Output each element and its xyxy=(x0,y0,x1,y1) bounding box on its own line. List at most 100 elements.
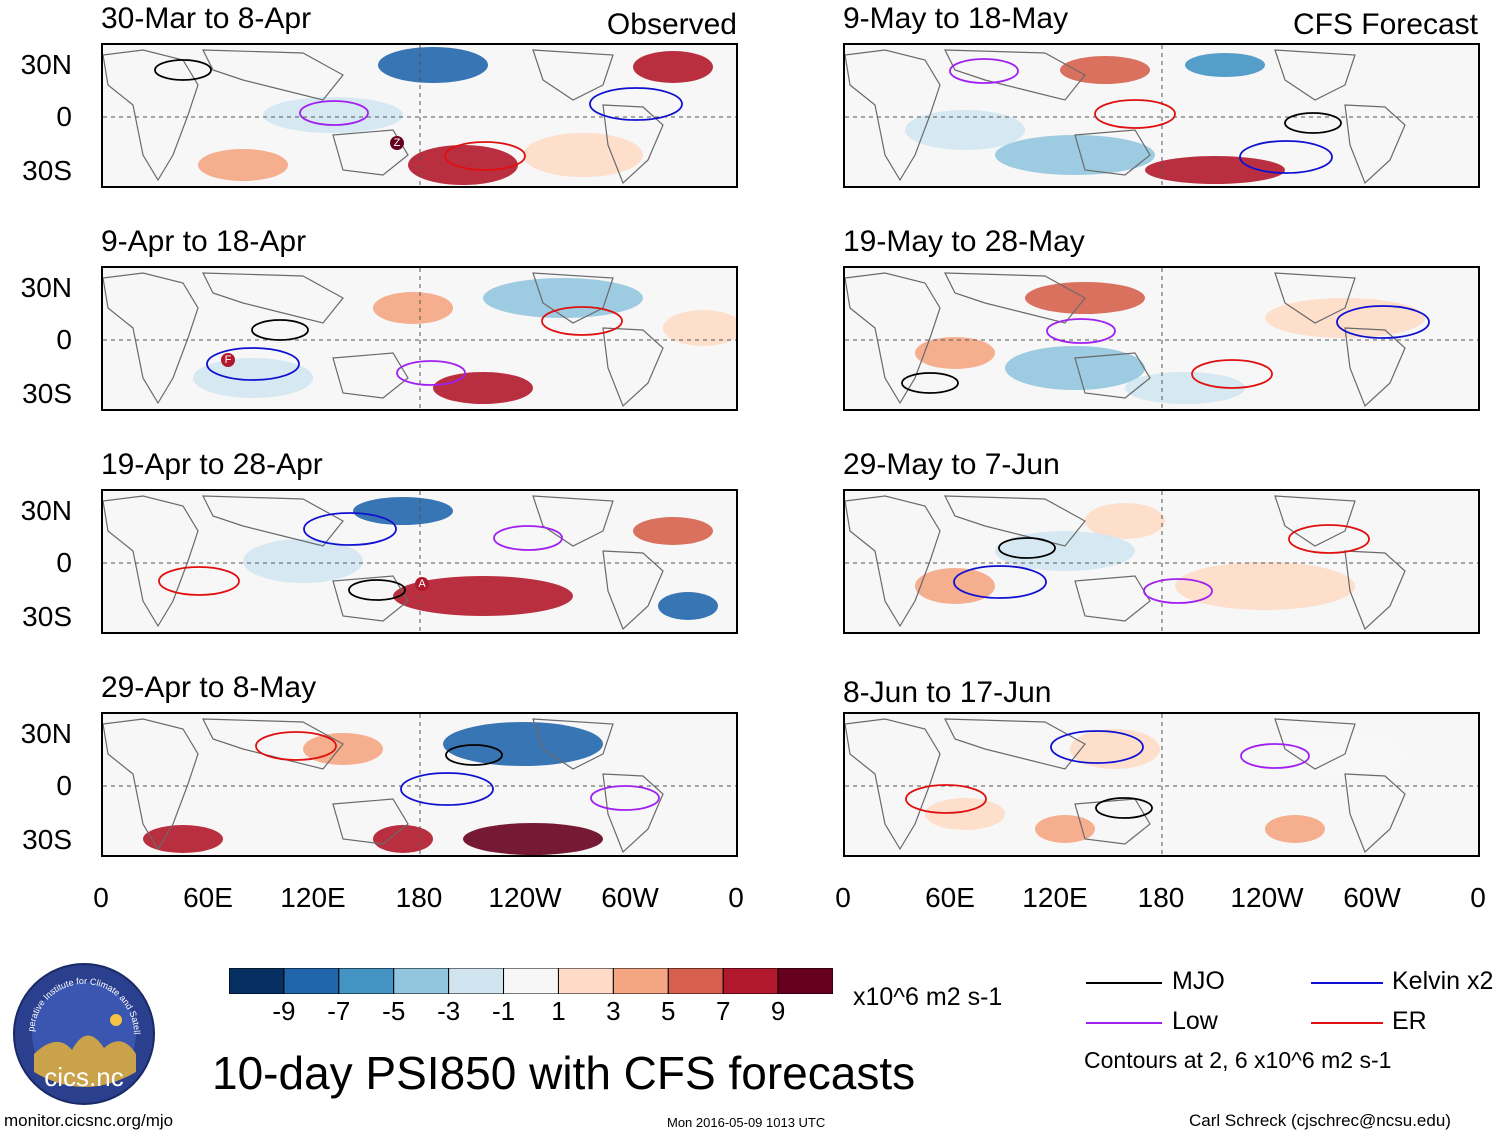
coastline xyxy=(944,718,1086,770)
lon-label-120e: 120E xyxy=(280,882,346,913)
anomaly-shading xyxy=(198,149,288,181)
panel-title-observed-4: 29-Apr to 8-May xyxy=(101,671,317,704)
contour xyxy=(444,141,526,171)
legend-label-er: ER xyxy=(1392,1007,1427,1035)
contour xyxy=(251,319,309,341)
contour xyxy=(589,87,683,121)
lon-label-120e: 120E xyxy=(1022,882,1088,913)
map-panel-forecast-1 xyxy=(843,43,1480,188)
anomaly-shading xyxy=(915,337,995,369)
map-svg xyxy=(103,714,736,855)
anomaly-shading xyxy=(1145,156,1285,184)
coastline xyxy=(845,49,941,182)
map-panel-forecast-3 xyxy=(843,489,1480,634)
map-svg xyxy=(845,714,1478,855)
coastline xyxy=(1344,773,1406,854)
map-panel-observed-3 xyxy=(101,489,738,634)
cics-logo: Cooperative Institute for Climate and Sa… xyxy=(9,954,156,1106)
contour xyxy=(953,565,1047,599)
anomaly-shading xyxy=(658,592,718,620)
contour xyxy=(1046,318,1116,344)
main-title: 10-day PSI850 with CFS forecasts xyxy=(212,1047,916,1099)
anomaly-shading xyxy=(663,310,736,346)
anomaly-shading xyxy=(1005,346,1145,390)
contour xyxy=(1095,797,1153,819)
map-svg xyxy=(845,268,1478,409)
colorbar-tick-label: 9 xyxy=(770,996,786,1026)
anomaly-shading xyxy=(143,825,223,853)
coastline xyxy=(332,352,409,399)
lat-label-eq: 0 xyxy=(56,547,72,578)
colorbar-tick-label: 1 xyxy=(551,996,566,1026)
storm-marker: A xyxy=(415,577,429,591)
coastline xyxy=(103,495,199,628)
colorbar-swatch xyxy=(722,967,779,995)
legend-label-mjo: MJO xyxy=(1172,967,1225,995)
contour xyxy=(255,731,337,761)
contour xyxy=(1239,140,1333,174)
contour xyxy=(1284,112,1342,134)
colorbar-tick-label: -5 xyxy=(382,996,406,1026)
map-panel-forecast-2 xyxy=(843,266,1480,411)
anomaly-shading xyxy=(1265,815,1325,843)
coastline xyxy=(845,718,941,851)
colorbar-tick-label: -7 xyxy=(327,996,351,1026)
anomaly-shading xyxy=(378,47,488,83)
colorbar-swatch xyxy=(503,967,559,995)
lon-label-0: 0 xyxy=(1470,882,1486,913)
legend-line-kelvin xyxy=(1311,982,1383,984)
contour xyxy=(1191,359,1273,389)
anomaly-shading xyxy=(633,517,713,545)
colorbar-swatch xyxy=(393,967,450,995)
colorbar-units: x10^6 m2 s-1 xyxy=(853,983,1003,1011)
anomaly-shading xyxy=(1060,56,1150,84)
coastline xyxy=(202,272,344,324)
contour xyxy=(445,744,503,766)
lon-label-60e: 60E xyxy=(925,882,975,913)
lat-label-eq: 0 xyxy=(56,770,72,801)
map-background xyxy=(845,491,1478,632)
anomaly-shading xyxy=(995,531,1135,571)
contour xyxy=(154,59,212,81)
contour xyxy=(400,772,494,806)
anomaly-shading xyxy=(463,823,603,855)
anomaly-shading xyxy=(1185,53,1265,77)
lon-label-0: 0 xyxy=(728,882,744,913)
coastline xyxy=(202,49,344,101)
map-svg xyxy=(845,45,1478,186)
colorbar-swatch xyxy=(667,967,724,995)
contour-note: Contours at 2, 6 x10^6 m2 s-1 xyxy=(1084,1047,1392,1073)
legend-line-low xyxy=(1086,1022,1162,1024)
contour xyxy=(396,360,466,386)
source-url[interactable]: monitor.cicsnc.org/mjo xyxy=(4,1111,174,1130)
anomaly-shading xyxy=(633,51,713,83)
colorbar-swatch xyxy=(557,967,614,995)
anomaly-shading xyxy=(353,497,453,525)
coastline xyxy=(1074,575,1151,622)
lat-label-30n: 30N xyxy=(20,718,72,749)
coastline xyxy=(532,49,614,101)
anomaly-shading xyxy=(1175,562,1355,610)
anomaly-shading xyxy=(303,733,383,765)
map-panel-observed-4 xyxy=(101,712,738,857)
lat-label-30s: 30S xyxy=(22,378,72,409)
coastline xyxy=(332,129,409,176)
map-svg xyxy=(103,45,736,186)
lon-label-0: 0 xyxy=(93,882,109,913)
lat-label-30n: 30N xyxy=(20,495,72,526)
colorbar-tick-label: -1 xyxy=(491,996,516,1026)
map-svg xyxy=(103,268,736,409)
storm-marker: F xyxy=(221,353,235,367)
colorbar-swatch xyxy=(777,967,834,995)
anomaly-shading xyxy=(373,292,453,324)
coastline xyxy=(602,327,664,408)
lat-label-30s: 30S xyxy=(22,601,72,632)
anomaly-shading xyxy=(1265,298,1425,338)
anomaly-shading xyxy=(263,97,403,133)
anomaly-shading xyxy=(1085,503,1165,539)
coastline xyxy=(845,272,941,405)
legend-label-low: Low xyxy=(1172,1007,1218,1035)
author-credit: Carl Schreck (cjschrec@ncsu.edu) xyxy=(1189,1111,1451,1130)
coastline xyxy=(602,773,664,854)
coastline xyxy=(1074,129,1151,176)
